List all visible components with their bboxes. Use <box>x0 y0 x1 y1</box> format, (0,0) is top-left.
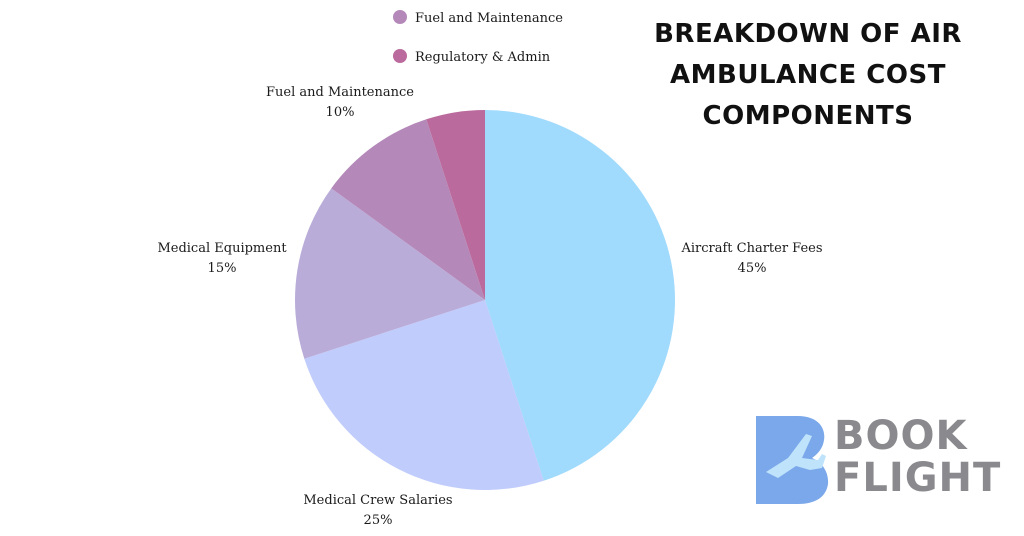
slice-percent-label: 10% <box>326 105 355 120</box>
legend-label: Fuel and Maintenance <box>415 11 563 26</box>
bookflight-logo: BOOK FLIGHT <box>752 414 1002 506</box>
pie-slice-medical-equipment <box>294 188 485 359</box>
logo-word-flight: FLIGHT <box>834 455 1002 501</box>
pie-labels: Aircraft Charter Fees 45% Medical Crew Sal… <box>157 85 822 528</box>
slice-percent-label: 45% <box>738 261 767 276</box>
legend: Fuel and Maintenance Regulatory & Admin <box>393 10 563 65</box>
pie-slice-aircraft-charter-fees <box>485 110 676 481</box>
slice-name-label: Aircraft Charter Fees <box>680 241 822 256</box>
pie-slices <box>294 110 676 491</box>
pie-slice-medical-crew-salaries <box>304 300 544 491</box>
slice-name-label: Medical Crew Salaries <box>303 493 452 508</box>
airplane-b-icon <box>756 416 829 504</box>
legend-label: Regulatory & Admin <box>415 50 551 65</box>
pie-slice-fuel-and-maintenance <box>331 119 485 301</box>
chart-title: BREAKDOWN OF AIR AMBULANCE COST COMPONEN… <box>654 19 962 131</box>
slice-percent-label: 25% <box>364 513 393 528</box>
legend-swatch <box>393 10 407 24</box>
slice-percent-label: 15% <box>208 261 237 276</box>
logo-word-book: BOOK <box>834 413 968 459</box>
pie-slice-regulatory-admin <box>426 110 485 300</box>
slice-name-label: Medical Equipment <box>157 241 287 256</box>
slice-name-label: Fuel and Maintenance <box>266 85 414 100</box>
legend-swatch <box>393 49 407 63</box>
